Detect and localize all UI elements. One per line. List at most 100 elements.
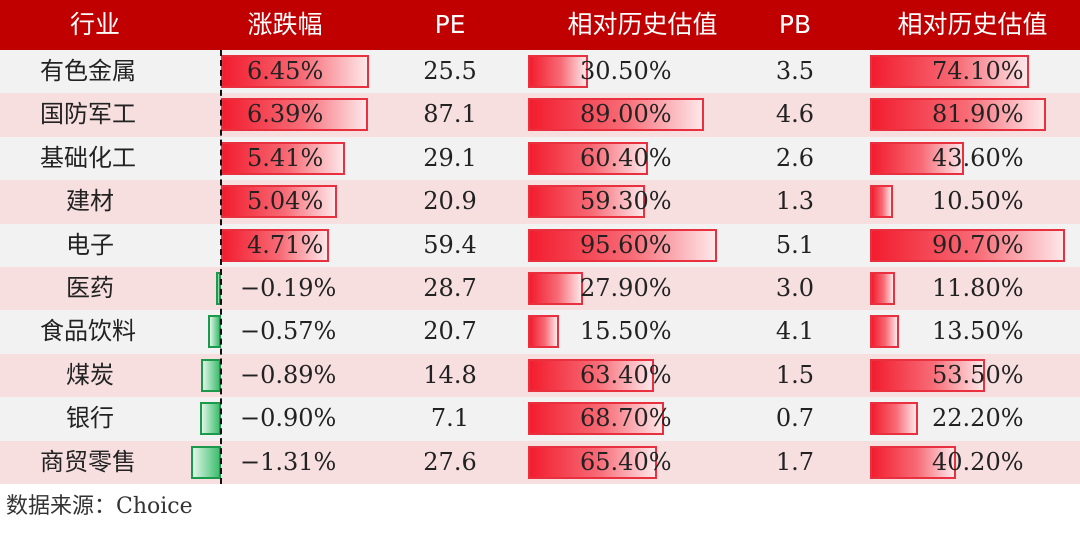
change-label: 6.45% [247,57,324,85]
pb-value: 1.7 [775,447,815,476]
pb-relative-label: 10.50% [932,187,1024,216]
table-row: 医药 −0.19% 28.7 27.90% 3.0 11.80% [0,267,1080,311]
industry-name: 商贸零售 [40,447,136,476]
pe-relative-bar [528,402,665,436]
industry-name: 基础化工 [40,143,136,172]
change-bar [221,141,346,175]
table-row: 建材 5.04% 20.9 59.30% 1.3 10.50% [0,180,1080,224]
change-label: 5.04% [247,187,324,216]
pe-value: 25.5 [423,57,477,85]
header-change: 涨跌幅 [247,10,323,39]
change-bar [221,55,370,88]
change-bar [190,445,221,479]
table-row: 煤炭 −0.89% 14.8 63.40% 1.5 53.50% [0,353,1080,398]
pe-relative-label: 89.00% [580,100,672,129]
pe-relative-bar [528,445,658,479]
pb-value: 0.7 [775,404,815,433]
change-label: −0.89% [240,360,337,389]
pb-relative-label: 13.50% [932,317,1024,346]
pe-relative-bar [528,185,646,219]
pe-relative-label: 59.30% [580,187,672,216]
change-bar [221,98,368,132]
pe-value: 27.6 [423,447,477,476]
pe-relative-bar [528,141,648,175]
pe-relative-bar [528,55,589,88]
change-label: 6.39% [247,100,324,129]
table-row: 商贸零售 −1.31% 27.6 65.40% 1.7 40.20% [0,440,1080,484]
pe-relative-label: 15.50% [580,317,672,346]
change-bar [221,228,330,262]
table-row: 有色金属 6.45% 25.5 30.50% 3.5 74.10% [0,50,1080,94]
industry-name: 煤炭 [66,360,114,389]
change-label: 4.71% [247,230,324,259]
pe-relative-bar [528,228,718,262]
change-label: −0.19% [240,274,337,302]
pb-value: 4.6 [775,100,815,129]
pb-relative-bar [870,55,1030,88]
pb-relative-bar [870,315,900,349]
pb-value: 5.1 [775,230,815,259]
table-row: 电子 4.71% 59.4 95.60% 5.1 90.70% [0,223,1080,267]
change-zero-axis [220,50,222,484]
pe-value: 59.4 [423,230,477,259]
pb-relative-label: 22.20% [932,404,1024,433]
pb-relative-label: 74.10% [932,57,1024,85]
change-label: −1.31% [240,447,337,476]
pe-relative-bar [528,272,584,305]
pe-relative-label: 68.70% [580,404,672,433]
pe-relative-label: 95.60% [580,230,672,259]
pe-relative-bar [528,358,654,392]
pb-value: 1.5 [775,360,815,389]
table-row: 国防军工 6.39% 87.1 89.00% 4.6 81.90% [0,93,1080,137]
change-label: −0.57% [240,317,337,346]
change-label: −0.90% [240,404,337,433]
pb-relative-label: 90.70% [932,230,1024,259]
header-pe-relative: 相对历史估值 [567,10,718,39]
pe-relative-label: 27.90% [580,274,672,302]
pe-relative-label: 63.40% [580,360,672,389]
pe-relative-label: 65.40% [580,447,672,476]
pe-value: 29.1 [423,143,477,172]
header-industry: 行业 [69,10,120,39]
table-row: 基础化工 5.41% 29.1 60.40% 2.6 43.60% [0,136,1080,181]
industry-name: 国防军工 [40,100,136,129]
pb-relative-label: 81.90% [932,100,1024,129]
table-row: 食品饮料 −0.57% 20.7 15.50% 4.1 13.50% [0,310,1080,354]
pb-relative-bar [870,228,1065,262]
change-bar [221,185,337,219]
industry-name: 电子 [66,230,114,259]
header-pb: PB [778,10,812,39]
pe-value: 7.1 [430,404,470,433]
pb-relative-bar [870,402,918,436]
change-bar [200,402,221,436]
pe-value: 20.9 [423,187,477,216]
pb-relative-bar [870,358,986,392]
pb-value: 3.0 [775,274,815,302]
industry-name: 银行 [66,404,114,433]
table-row: 银行 −0.90% 7.1 68.70% 0.7 22.20% [0,397,1080,441]
pb-relative-label: 53.50% [932,360,1024,389]
change-bar [200,358,221,392]
industry-name: 医药 [66,274,114,302]
pb-relative-label: 43.60% [932,143,1024,172]
header-pb-relative: 相对历史估值 [897,10,1048,39]
pb-relative-label: 40.20% [932,447,1024,476]
pb-relative-bar [870,272,896,305]
table-header: 行业 涨跌幅 PE 相对历史估值 PB 相对历史估值 [0,0,1080,50]
pb-relative-bar [870,185,893,219]
pe-value: 14.8 [423,360,477,389]
pe-relative-bar [528,98,705,132]
pb-value: 2.6 [775,143,815,172]
pe-relative-label: 30.50% [580,57,672,85]
industry-name: 食品饮料 [40,317,136,346]
pe-value: 20.7 [423,317,477,346]
pe-value: 28.7 [423,274,477,302]
source-note: 数据来源：Choice [6,494,193,519]
pb-relative-bar [870,98,1047,132]
pb-value: 3.5 [775,57,815,85]
change-bar [207,315,221,349]
pb-relative-label: 11.80% [932,274,1024,302]
pb-relative-bar [870,445,957,479]
pe-relative-label: 60.40% [580,143,672,172]
pb-value: 4.1 [775,317,815,346]
